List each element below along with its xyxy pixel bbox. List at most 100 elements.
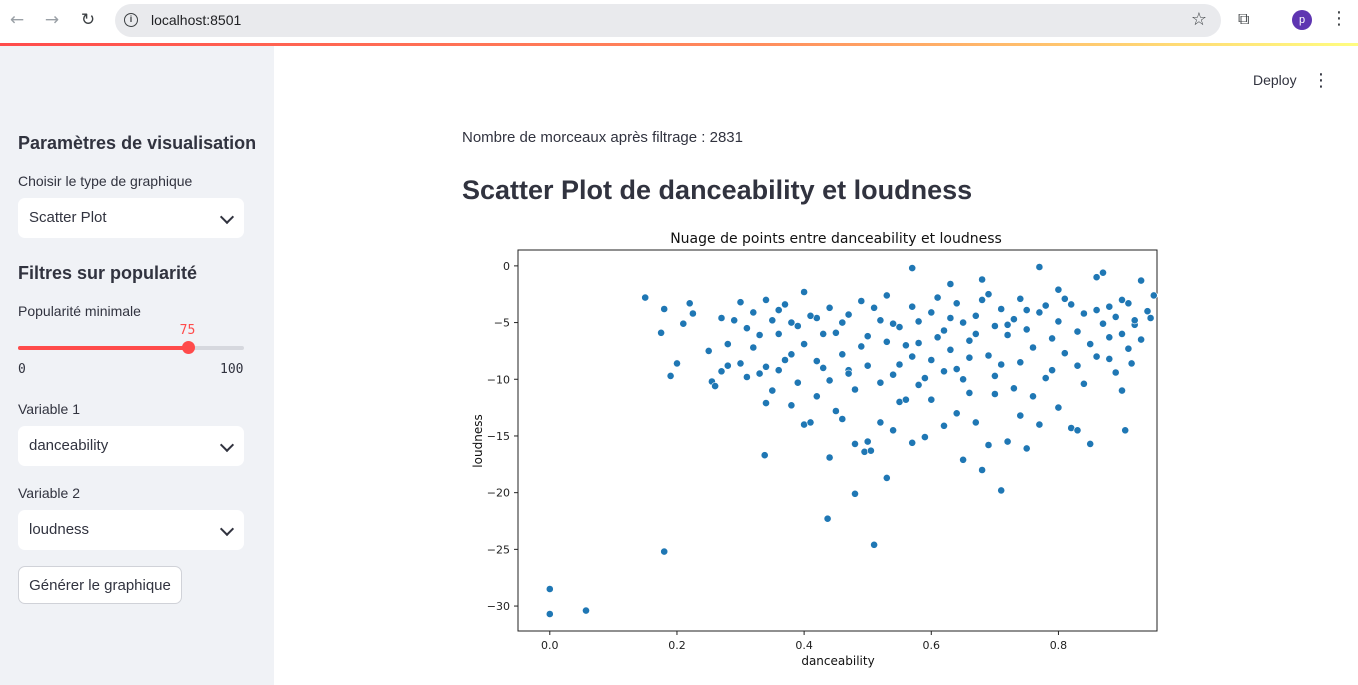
data-point: [971, 311, 980, 320]
data-point: [1048, 366, 1056, 375]
data-point: [755, 369, 764, 378]
data-point: [806, 311, 815, 320]
data-point: [793, 322, 802, 330]
data-point: [657, 328, 665, 337]
data-point: [889, 319, 897, 328]
data-point: [831, 328, 840, 337]
data-point: [933, 333, 942, 342]
data-point: [838, 350, 847, 359]
section-title: Paramètres de visualisation: [18, 133, 257, 153]
data-point: [774, 306, 783, 314]
data-point: [736, 359, 745, 368]
variable1-label: Variable 1: [18, 401, 81, 417]
data-point: [1124, 299, 1133, 308]
slider-fill: [18, 346, 188, 350]
data-point: [1035, 420, 1044, 429]
data-point: [908, 302, 917, 311]
data-point: [685, 299, 694, 308]
data-point: [978, 296, 986, 304]
data-point: [723, 361, 732, 370]
info-icon[interactable]: i: [124, 13, 138, 27]
chevron-down-icon: [219, 209, 235, 225]
data-point: [946, 314, 955, 322]
data-point: [812, 392, 821, 401]
arrow-left-icon[interactable]: ←: [9, 10, 25, 30]
data-point: [838, 415, 847, 423]
data-point: [991, 371, 999, 380]
data-point: [952, 409, 961, 418]
slider-value: 75: [179, 323, 196, 338]
arrow-right-icon[interactable]: →: [44, 10, 60, 30]
data-point: [1149, 291, 1158, 300]
filters-title: Filtres sur popularité: [18, 263, 198, 283]
data-point: [787, 401, 796, 410]
puzzle-icon[interactable]: ⧉: [1238, 9, 1250, 28]
data-point: [863, 437, 872, 446]
app-loading-bar: [0, 43, 1358, 46]
data-point: [940, 367, 948, 376]
y-tick-label: −10: [487, 373, 510, 386]
data-point: [1118, 330, 1126, 338]
y-tick-label: −25: [487, 543, 510, 556]
data-point: [545, 610, 554, 618]
reload-icon[interactable]: ↻: [80, 10, 96, 30]
data-point: [1111, 313, 1120, 321]
data-point: [914, 380, 923, 389]
star-icon[interactable]: ☆: [1190, 9, 1207, 30]
data-point: [1086, 340, 1095, 348]
data-point: [851, 439, 859, 448]
data-point: [870, 540, 878, 549]
data-point: [1092, 273, 1101, 282]
variable1-value: danceability: [29, 437, 109, 454]
x-tick-label: 0.6: [923, 639, 941, 652]
data-point: [831, 407, 840, 415]
variable2-select[interactable]: loudness: [18, 510, 244, 550]
chart-title: Nuage de points entre danceability et lo…: [670, 231, 1002, 247]
chart-type-select[interactable]: Scatter Plot: [18, 198, 244, 238]
x-tick-label: 0.2: [668, 639, 686, 652]
variable1-select[interactable]: danceability: [18, 426, 244, 466]
avatar[interactable]: p: [1292, 10, 1312, 30]
data-point: [1048, 334, 1056, 343]
data-point: [742, 324, 751, 333]
data-point: [711, 382, 719, 390]
data-point: [1092, 352, 1101, 361]
data-point: [908, 438, 917, 447]
plot-area: [517, 249, 1158, 632]
data-point: [1137, 276, 1145, 285]
chart-type-value: Scatter Plot: [29, 209, 107, 226]
data-point: [704, 347, 713, 355]
data-point: [914, 339, 923, 347]
kebab-icon[interactable]: ⋮: [1312, 70, 1330, 91]
popularity-label: Popularité minimale: [18, 303, 141, 319]
data-point: [857, 297, 866, 305]
popularity-slider[interactable]: 75: [18, 323, 244, 354]
kebab-icon[interactable]: ⋮: [1330, 8, 1348, 29]
url-text[interactable]: localhost:8501: [151, 12, 242, 28]
data-point: [762, 296, 770, 304]
data-point: [908, 352, 917, 361]
data-point: [946, 280, 955, 288]
generate-button[interactable]: Générer le graphique: [18, 566, 182, 604]
data-point: [819, 363, 828, 372]
data-point: [1143, 307, 1152, 316]
data-point: [946, 345, 955, 354]
data-point: [851, 489, 859, 498]
data-point: [1086, 439, 1095, 448]
data-point: [984, 441, 993, 449]
address-bar[interactable]: i localhost:8501 ☆: [115, 4, 1221, 37]
slider-thumb[interactable]: [181, 341, 195, 354]
data-point: [1022, 444, 1031, 453]
data-point: [1035, 263, 1044, 271]
data-point: [666, 371, 675, 380]
y-axis-label: loudness: [471, 414, 485, 467]
deploy-button[interactable]: Deploy: [1253, 72, 1297, 88]
data-point: [914, 317, 923, 326]
variable2-label: Variable 2: [18, 485, 81, 501]
data-point: [825, 303, 834, 312]
data-point: [1073, 426, 1082, 435]
data-point: [895, 360, 904, 369]
x-tick-label: 0.4: [795, 639, 813, 652]
data-point: [927, 395, 936, 404]
data-point: [1022, 325, 1031, 334]
